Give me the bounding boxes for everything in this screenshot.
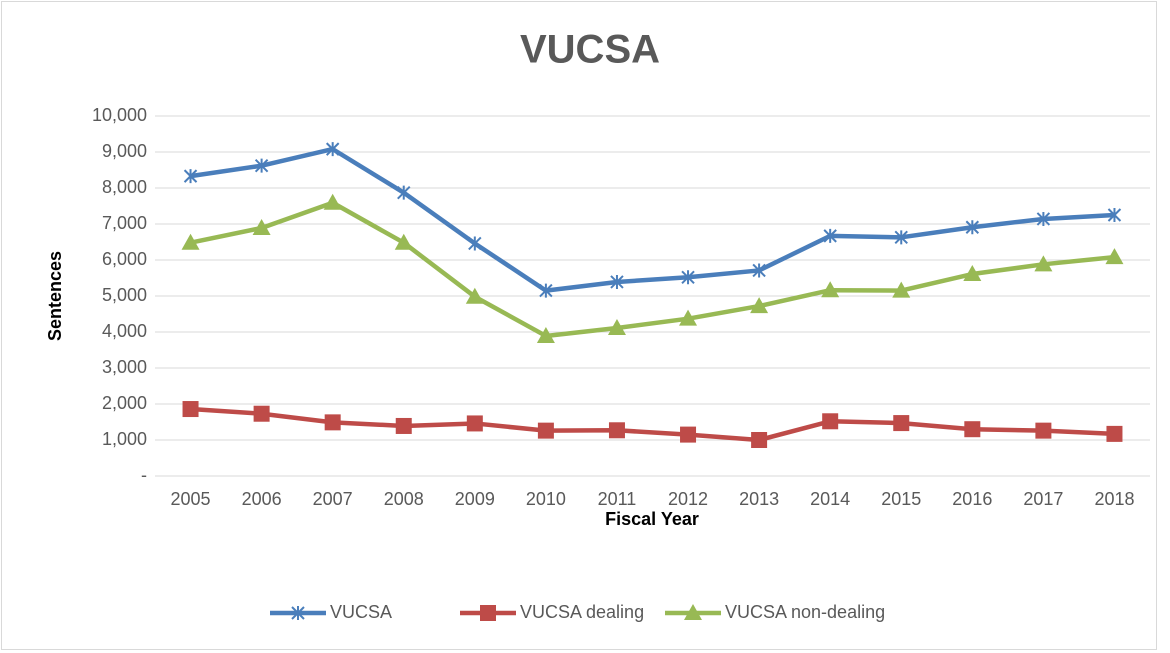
marker [395,417,412,434]
chart-title: VUCSA [520,28,660,72]
legend-label: VUCSA dealing [520,602,644,622]
marker [181,233,200,250]
x-tick-label: 2013 [739,489,779,509]
marker [323,193,342,210]
y-tick-label: 4,000 [102,321,147,341]
series-line [190,200,1115,339]
marker [466,415,483,432]
y-axis-label: Sentences [45,251,65,341]
y-tick-label: 7,000 [102,213,147,233]
marker [1106,425,1123,442]
marker [822,413,839,430]
marker [1036,211,1051,226]
x-tick-label: 2010 [526,489,566,509]
marker [1034,255,1053,272]
y-tick-label: 1,000 [102,429,147,449]
marker [679,309,698,326]
marker [893,415,910,432]
marker [394,233,413,250]
legend-label: VUCSA non-dealing [725,602,885,622]
marker [752,263,766,278]
marker [537,422,554,439]
y-tick-label: 9,000 [102,141,147,161]
marker [963,265,982,282]
x-tick-label: 2017 [1023,489,1063,509]
marker [684,604,702,620]
marker [681,270,695,285]
marker [607,319,626,336]
x-tick-label: 2015 [881,489,921,509]
y-tick-label: 10,000 [92,105,147,125]
y-tick-label: 6,000 [102,249,147,269]
marker [680,426,697,443]
legend-label: VUCSA [330,602,392,622]
y-tick-label: 5,000 [102,285,147,305]
x-tick-label: 2005 [171,489,211,509]
y-tick-label: 2,000 [102,393,147,413]
marker [480,605,496,621]
marker [182,401,199,418]
marker [252,218,271,235]
marker [894,230,908,245]
marker [610,274,624,289]
marker [751,432,768,448]
y-tick-label: 3,000 [102,357,147,377]
y-tick-label: 8,000 [102,177,147,197]
marker [465,287,484,304]
x-tick-label: 2016 [952,489,992,509]
marker [1035,422,1052,439]
x-tick-label: 2018 [1094,489,1134,509]
marker [821,281,840,298]
marker [324,414,341,431]
marker [397,185,411,200]
marker [823,228,837,243]
marker [1107,208,1122,222]
x-axis-label: Fiscal Year [605,509,699,529]
y-tick-label: - [141,465,147,485]
x-tick-label: 2014 [810,489,850,509]
x-tick-label: 2008 [384,489,424,509]
marker [608,422,625,439]
x-tick-label: 2012 [668,489,708,509]
marker [291,606,305,620]
series-line [190,146,1115,293]
marker [965,220,980,235]
marker [183,169,198,184]
marker [964,421,981,438]
marker [468,236,482,251]
x-tick-label: 2007 [313,489,353,509]
x-tick-label: 2011 [598,489,637,509]
marker [750,297,769,314]
marker [892,281,911,298]
x-tick-label: 2006 [242,489,282,509]
marker [325,142,340,157]
series-line [190,406,1115,443]
marker [253,405,270,422]
marker [1105,248,1124,265]
marker [536,326,555,343]
marker [254,158,269,173]
x-tick-label: 2009 [455,489,495,509]
marker [539,283,553,298]
